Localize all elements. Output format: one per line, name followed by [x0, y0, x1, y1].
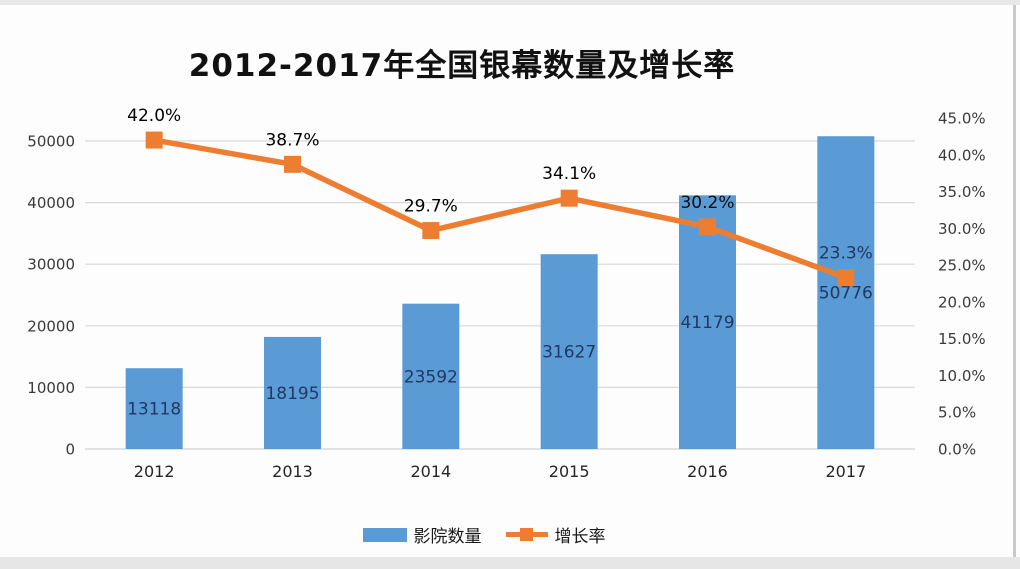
- bar-series-swatch: [362, 527, 407, 542]
- left-axis-tick-label: 20000: [27, 317, 75, 335]
- bar-2013: [264, 336, 321, 449]
- line-value-label: 29.7%: [404, 197, 458, 217]
- line-swatch-marker-icon: [519, 528, 533, 541]
- bottom-border: [0, 557, 1020, 569]
- bar-value-label: 18195: [265, 384, 319, 404]
- right-axis-tick-label: 25.0%: [938, 257, 986, 275]
- bar-value-label: 41179: [680, 313, 734, 333]
- growth-rate-line: [151, 137, 849, 281]
- bar-2015: [540, 254, 598, 449]
- left-axis-tick-label: 40000: [27, 194, 75, 212]
- line-value-label: 30.2%: [680, 193, 734, 213]
- right-border: [1013, 5, 1016, 557]
- line-marker-icon: [145, 131, 163, 149]
- top-border: [0, 0, 1020, 5]
- bar-value-label: 31627: [542, 343, 596, 363]
- right-axis-tick-label: 15.0%: [938, 330, 986, 348]
- bar-2017: [817, 136, 875, 449]
- bar-2016: [679, 195, 736, 449]
- right-axis-tick-label: 45.0%: [938, 110, 986, 128]
- legend-item-bar-series: 影院数量: [362, 522, 482, 547]
- line-marker-icon: [422, 222, 440, 240]
- x-axis-label: 2012: [134, 462, 175, 481]
- line-marker-icon: [284, 155, 301, 173]
- line-marker-icon: [699, 218, 716, 236]
- left-axis-tick-label: 0: [65, 441, 75, 459]
- right-axis-tick-label: 20.0%: [938, 293, 986, 311]
- line-value-label: 38.7%: [265, 130, 319, 150]
- chart-title: 2012-2017年全国银幕数量及增长率: [188, 48, 736, 84]
- bar-value-label: 23592: [404, 367, 458, 387]
- line-value-label: 23.3%: [819, 244, 873, 264]
- bar-2012: [125, 368, 183, 449]
- left-axis-tick-label: 10000: [27, 379, 75, 397]
- bar-series-legend-label: 影院数量: [413, 527, 482, 547]
- line-series-legend-label: 增长率: [554, 527, 606, 547]
- right-axis-tick-label: 40.0%: [938, 146, 986, 164]
- bar-value-label: 50776: [819, 284, 873, 304]
- line-value-label: 42.0%: [127, 106, 181, 126]
- right-axis-tick-label: 35.0%: [938, 183, 986, 201]
- x-axis-label: 2013: [272, 462, 313, 481]
- bar-value-label: 13118: [127, 400, 181, 420]
- chart-plot-area: 0 10000 20000 30000 40000 50000 0.0% 5.0% 10.0% 1…: [27, 106, 986, 481]
- legend-item-line-series: 增长率: [505, 522, 606, 547]
- left-axis-tick-label: 30000: [27, 256, 75, 274]
- bar-2014: [402, 303, 460, 449]
- line-value-label: 34.1%: [542, 164, 596, 184]
- line-marker-icon: [837, 269, 855, 287]
- line-marker-icon: [560, 189, 578, 207]
- x-axis-label: 2014: [410, 462, 451, 481]
- x-axis-label: 2016: [687, 462, 728, 481]
- legend: 影院数量 增长率: [0, 522, 968, 547]
- right-axis-tick-label: 10.0%: [938, 367, 986, 385]
- x-axis-label: 2015: [549, 462, 590, 481]
- line-series-swatch: [505, 527, 548, 542]
- right-axis-tick-label: 30.0%: [938, 220, 986, 238]
- x-axis-label: 2017: [825, 462, 866, 481]
- right-axis-tick-label: 5.0%: [938, 404, 976, 422]
- right-axis-tick-label: 0.0%: [938, 441, 976, 459]
- left-axis-tick-label: 50000: [27, 133, 75, 151]
